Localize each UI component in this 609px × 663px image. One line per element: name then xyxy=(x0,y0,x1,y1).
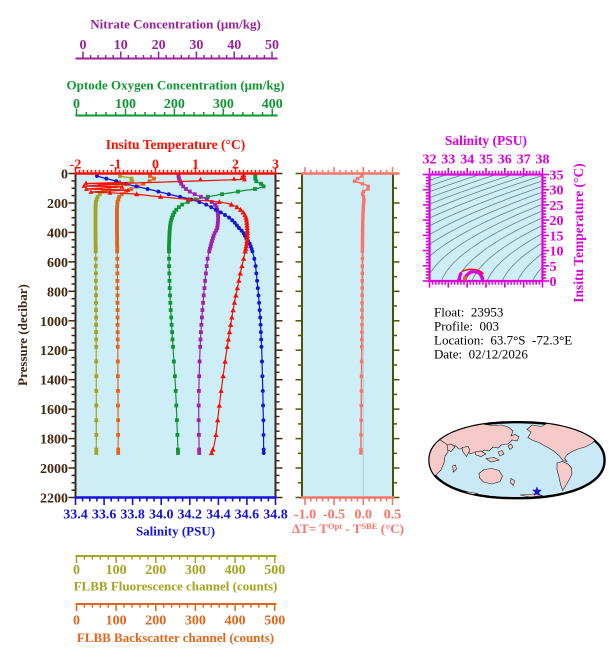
svg-text:400: 400 xyxy=(262,97,283,112)
svg-text:200: 200 xyxy=(145,563,166,578)
svg-text:25: 25 xyxy=(550,199,564,214)
svg-text:Salinity (PSU): Salinity (PSU) xyxy=(445,133,527,148)
svg-text:34.2: 34.2 xyxy=(178,508,203,523)
svg-text:34.0: 34.0 xyxy=(149,508,174,523)
svg-text:0.5: 0.5 xyxy=(384,508,402,523)
svg-text:100: 100 xyxy=(106,614,127,629)
svg-text:10: 10 xyxy=(550,245,564,260)
svg-text:Insitu Temperature (°C): Insitu Temperature (°C) xyxy=(571,163,586,302)
svg-text:33: 33 xyxy=(441,153,455,168)
svg-text:Location: 63.7°S -72.3°E: Location: 63.7°S -72.3°E xyxy=(434,333,572,348)
svg-text:35: 35 xyxy=(550,169,564,184)
svg-text:2000: 2000 xyxy=(40,462,68,477)
svg-text:400: 400 xyxy=(47,226,68,241)
svg-text:ΔT= TOpt - TSBE (°C): ΔT= TOpt - TSBE (°C) xyxy=(292,521,404,537)
svg-text:34.8: 34.8 xyxy=(263,508,288,523)
svg-text:200: 200 xyxy=(47,197,68,212)
svg-text:500: 500 xyxy=(264,614,285,629)
svg-text:0: 0 xyxy=(550,275,557,290)
svg-text:-1.0: -1.0 xyxy=(294,508,316,523)
svg-text:200: 200 xyxy=(145,614,166,629)
svg-text:38: 38 xyxy=(536,153,550,168)
svg-text:0: 0 xyxy=(73,563,80,578)
svg-text:-2: -2 xyxy=(70,158,82,173)
svg-text:32: 32 xyxy=(423,153,437,168)
svg-text:Date: 02/12/2026: Date: 02/12/2026 xyxy=(434,347,528,362)
svg-text:30: 30 xyxy=(550,184,564,199)
svg-text:35: 35 xyxy=(479,153,493,168)
svg-text:1800: 1800 xyxy=(40,433,68,448)
svg-text:33.6: 33.6 xyxy=(92,508,117,523)
svg-text:200: 200 xyxy=(164,97,185,112)
svg-text:1: 1 xyxy=(192,158,199,173)
svg-text:Insitu Temperature (°C): Insitu Temperature (°C) xyxy=(106,137,245,152)
svg-text:Float: 23953: Float: 23953 xyxy=(434,305,503,320)
svg-text:37: 37 xyxy=(517,153,531,168)
svg-text:0: 0 xyxy=(61,168,68,183)
svg-text:1600: 1600 xyxy=(40,403,68,418)
svg-text:1200: 1200 xyxy=(40,344,68,359)
svg-text:34.4: 34.4 xyxy=(206,508,231,523)
svg-text:33.8: 33.8 xyxy=(120,508,145,523)
svg-text:10: 10 xyxy=(114,38,128,53)
svg-text:5: 5 xyxy=(550,260,557,275)
svg-text:300: 300 xyxy=(185,614,206,629)
svg-text:400: 400 xyxy=(225,563,246,578)
svg-text:36: 36 xyxy=(498,153,512,168)
svg-text:3: 3 xyxy=(272,158,279,173)
svg-text:33.4: 33.4 xyxy=(63,508,88,523)
svg-text:600: 600 xyxy=(47,256,68,271)
svg-text:15: 15 xyxy=(550,229,564,244)
svg-text:34.6: 34.6 xyxy=(235,508,260,523)
svg-text:0: 0 xyxy=(80,38,87,53)
svg-text:20: 20 xyxy=(550,214,564,229)
svg-text:100: 100 xyxy=(106,563,127,578)
svg-text:2: 2 xyxy=(232,158,239,173)
svg-text:800: 800 xyxy=(47,285,68,300)
svg-text:-0.5: -0.5 xyxy=(323,508,345,523)
svg-text:Profile: 003: Profile: 003 xyxy=(434,319,499,334)
svg-text:34: 34 xyxy=(460,153,474,168)
svg-text:0: 0 xyxy=(152,158,159,173)
svg-text:Pressure (decibar): Pressure (decibar) xyxy=(15,284,30,386)
svg-text:50: 50 xyxy=(265,38,279,53)
svg-text:400: 400 xyxy=(225,614,246,629)
svg-text:Optode Oxygen Concentration (μ: Optode Oxygen Concentration (μm/kg) xyxy=(67,78,285,93)
svg-text:FLBB Fluorescence channel (cou: FLBB Fluorescence channel (counts) xyxy=(74,579,278,594)
svg-text:-1: -1 xyxy=(110,158,122,173)
svg-text:0: 0 xyxy=(73,97,80,112)
svg-text:500: 500 xyxy=(264,563,285,578)
svg-text:1400: 1400 xyxy=(40,374,68,389)
svg-text:30: 30 xyxy=(189,38,203,53)
svg-text:300: 300 xyxy=(185,563,206,578)
svg-text:2200: 2200 xyxy=(40,492,68,507)
svg-text:300: 300 xyxy=(213,97,234,112)
svg-text:Nitrate Concentration (μm/kg): Nitrate Concentration (μm/kg) xyxy=(90,17,261,32)
svg-text:FLBB Backscatter channel (coun: FLBB Backscatter channel (counts) xyxy=(77,630,274,645)
svg-text:Salinity (PSU): Salinity (PSU) xyxy=(136,524,215,539)
svg-text:100: 100 xyxy=(115,97,136,112)
svg-text:1000: 1000 xyxy=(40,315,68,330)
svg-text:40: 40 xyxy=(227,38,241,53)
svg-text:0.0: 0.0 xyxy=(355,508,373,523)
svg-text:20: 20 xyxy=(152,38,166,53)
svg-text:0: 0 xyxy=(73,614,80,629)
